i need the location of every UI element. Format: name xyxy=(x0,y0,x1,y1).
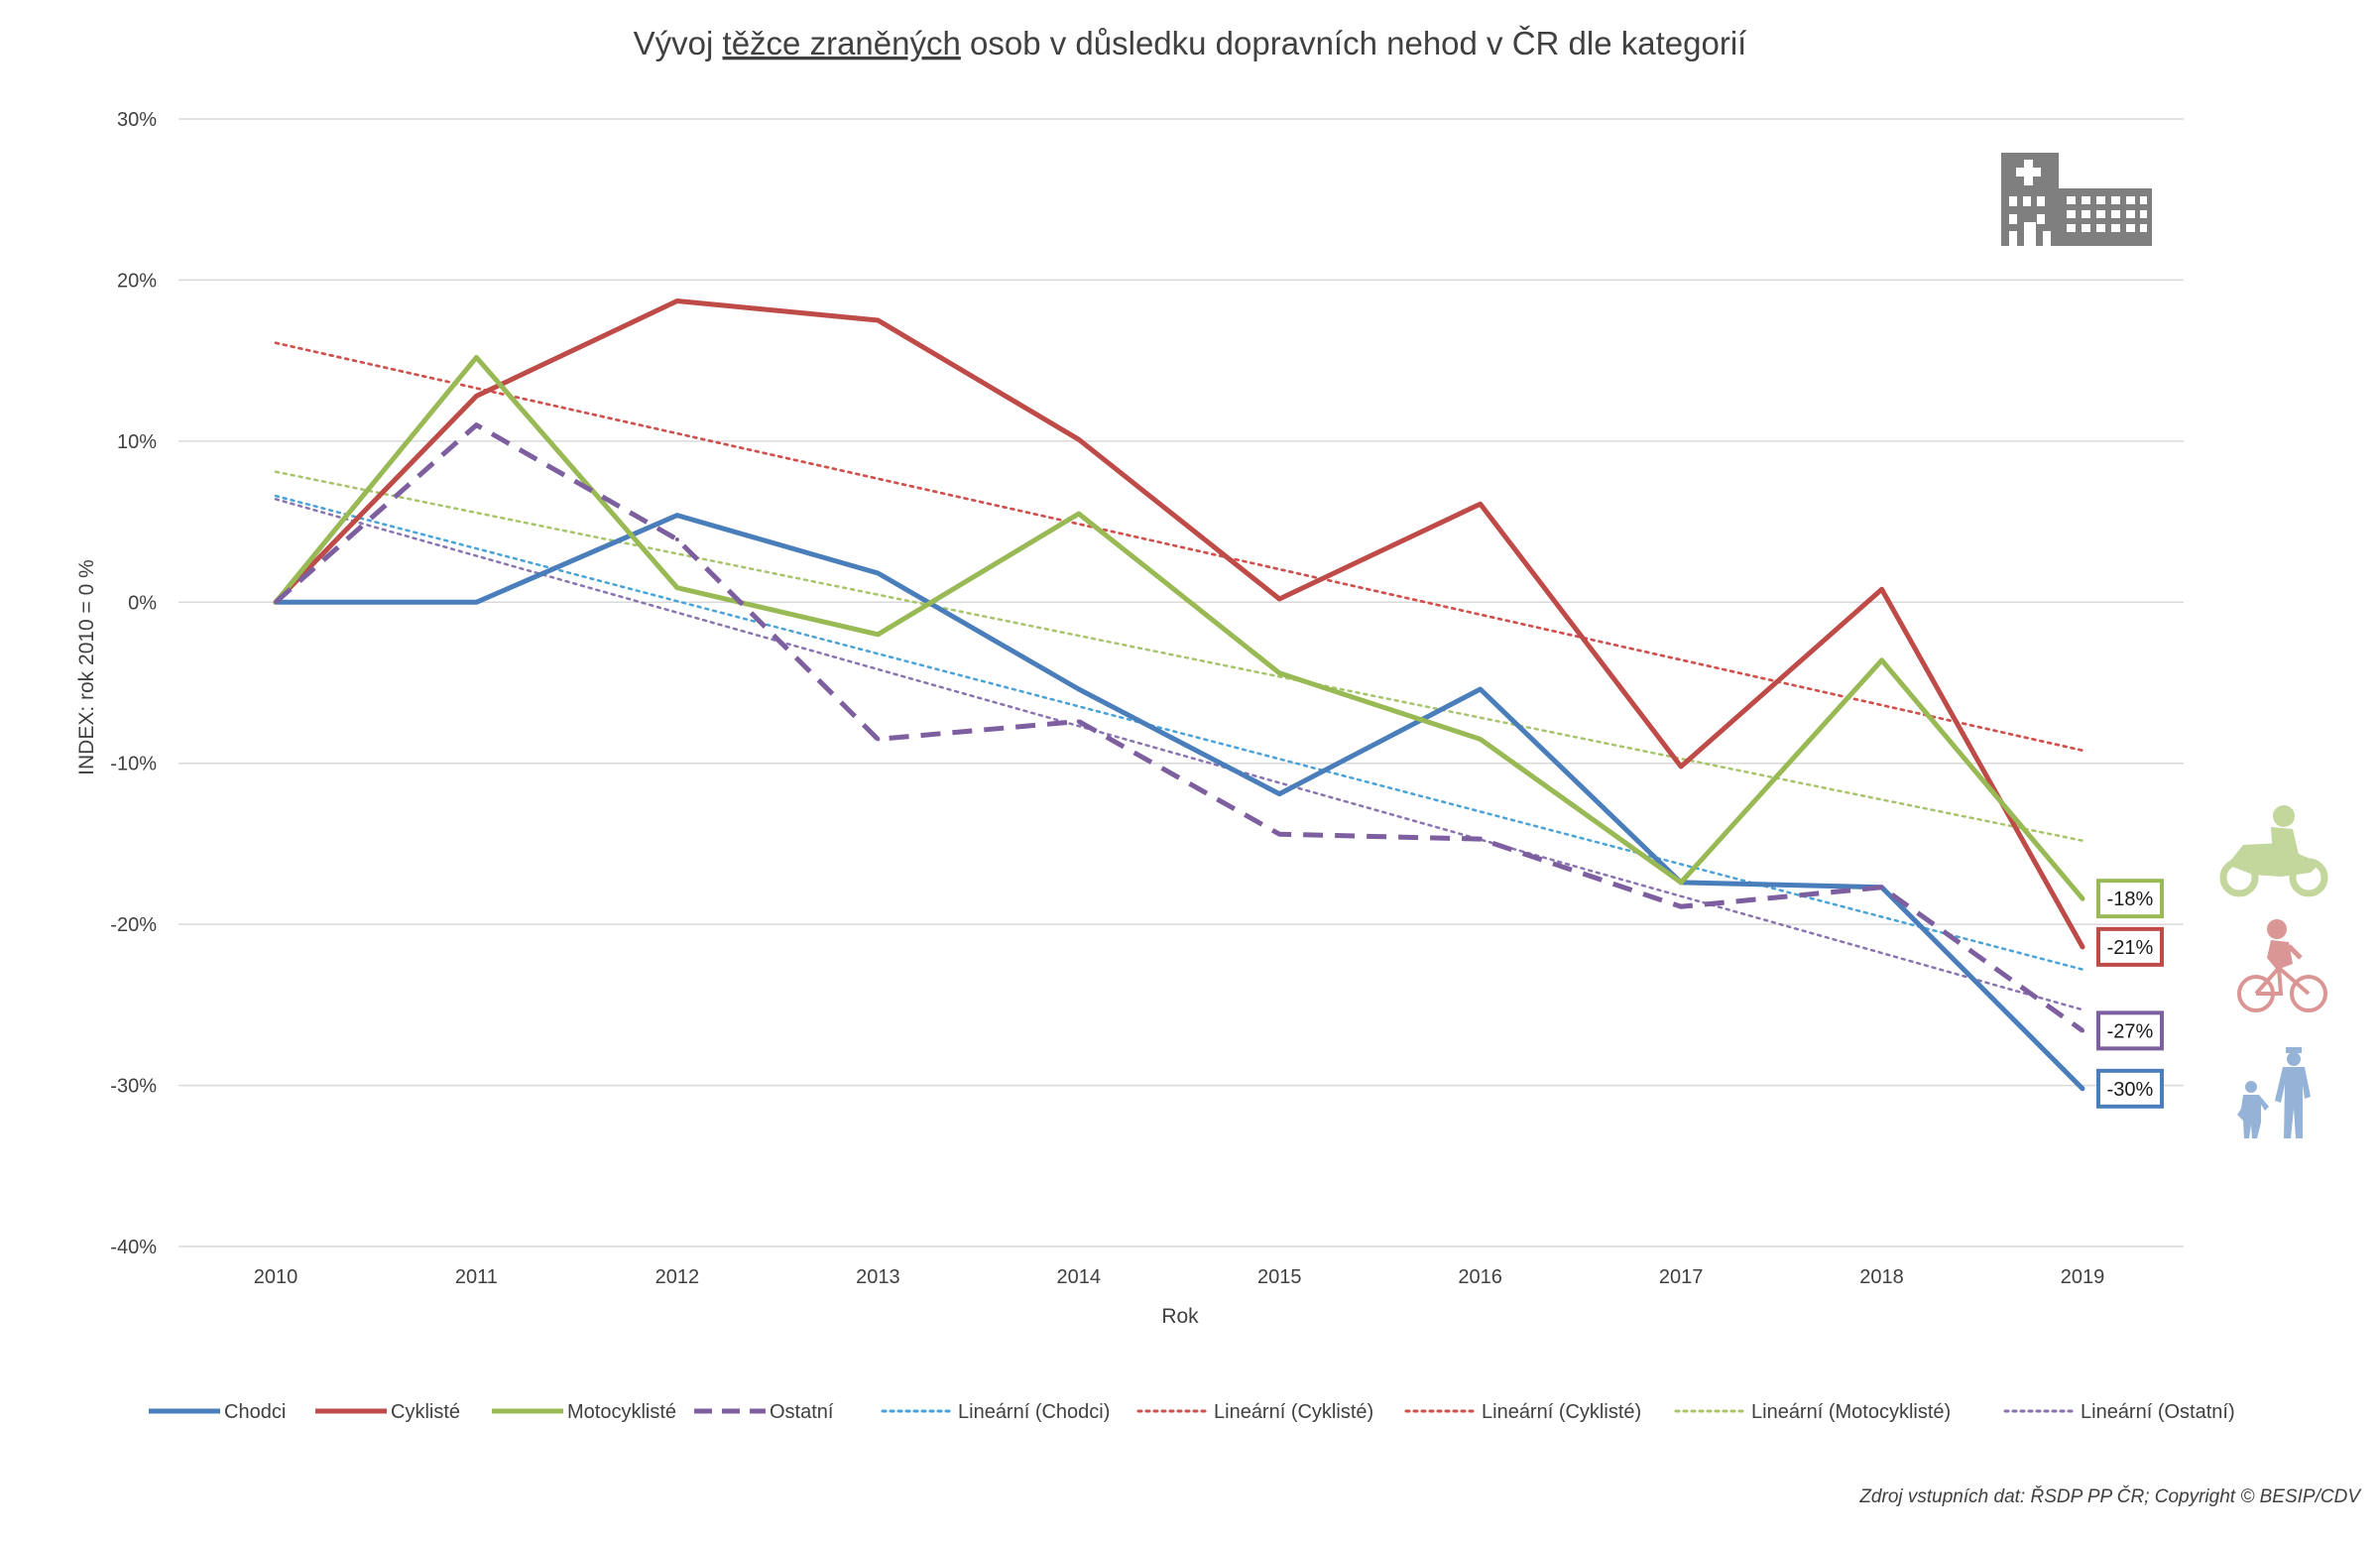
data-point-motocykliste xyxy=(474,355,479,360)
gridlines xyxy=(178,118,2184,1247)
x-tick-label: 2016 xyxy=(1458,1266,1502,1288)
data-point-cykliste xyxy=(1879,587,1884,592)
end-labels: -18% -21% -27% -30% xyxy=(2096,879,2164,1109)
data-point-motocykliste xyxy=(2081,896,2084,901)
data-point-ostatni xyxy=(474,422,479,427)
y-axis-title: INDEX: rok 2010 = 0 % xyxy=(75,559,98,775)
data-point-ostatni xyxy=(1478,837,1483,842)
data-point-chodci xyxy=(1478,686,1483,691)
x-axis: 2010 2011 2012 2013 2014 2015 2016 2017 2018 2019 xyxy=(254,1266,2105,1288)
y-axis: 30% 20% 10% 0% -10% -20% -30% -40% xyxy=(110,109,157,1258)
data-point-motocykliste xyxy=(1277,670,1282,675)
data-point-chodci xyxy=(876,571,881,576)
data-point-motocykliste xyxy=(1478,737,1483,742)
series-line-ostatni xyxy=(274,422,2084,1033)
data-point-cykliste xyxy=(1679,764,1684,769)
legend-label-trend-4: Lineární (Ostatní) xyxy=(2081,1401,2235,1423)
data-point-motocykliste xyxy=(876,632,881,637)
series-line-cykliste xyxy=(273,298,2085,950)
data-point-cykliste xyxy=(1277,597,1282,602)
hospital-building-icon xyxy=(2001,153,2152,246)
legend: Chodci Cyklisté Motocyklisté Ostatní Lineárn… xyxy=(149,1401,2235,1423)
data-point-cykliste xyxy=(876,318,881,323)
y-tick-label: -20% xyxy=(110,914,157,936)
data-point-ostatni xyxy=(1679,904,1684,909)
legend-label-chodci: Chodci xyxy=(224,1401,286,1423)
data-point-chodci xyxy=(2081,1086,2084,1091)
cyclist-icon xyxy=(2237,919,2327,1012)
data-point-ostatni xyxy=(1076,719,1081,724)
x-tick-label: 2019 xyxy=(2061,1266,2105,1288)
end-label-text: -18% xyxy=(2107,889,2154,910)
data-point-motocykliste xyxy=(1076,511,1081,516)
data-point-cykliste xyxy=(1076,437,1081,442)
x-tick-label: 2018 xyxy=(1859,1266,1904,1288)
data-point-chodci xyxy=(1277,791,1282,796)
end-label-text: -27% xyxy=(2107,1020,2154,1042)
trendline-2 xyxy=(274,341,2084,752)
trendline-3 xyxy=(274,470,2084,842)
data-point-motocykliste xyxy=(674,585,679,590)
end-label-text: -30% xyxy=(2107,1079,2154,1101)
data-point-chodci xyxy=(474,600,479,605)
x-axis-title: Rok xyxy=(1161,1305,1199,1328)
legend-label-trend-3: Lineární (Motocyklisté) xyxy=(1751,1401,1951,1423)
legend-label-motocykliste: Motocyklisté xyxy=(567,1401,676,1423)
end-label-box xyxy=(2096,926,2164,967)
data-point-cykliste xyxy=(674,298,679,303)
legend-label-trend-1: Lineární (Cyklisté) xyxy=(1214,1401,1373,1423)
data-point-cykliste xyxy=(1478,502,1483,507)
end-label-box xyxy=(2096,1068,2164,1109)
data-point-ostatni xyxy=(876,737,881,742)
data-series xyxy=(273,298,2085,1092)
series-line-motocykliste xyxy=(273,354,2085,901)
trendlines xyxy=(274,341,2084,1011)
legend-label-trend-2: Lineární (Cyklisté) xyxy=(1482,1401,1641,1423)
x-tick-label: 2017 xyxy=(1659,1266,1704,1288)
end-label-text: -21% xyxy=(2107,937,2154,959)
x-tick-label: 2015 xyxy=(1257,1266,1302,1288)
data-point-ostatni xyxy=(1879,885,1884,890)
trendline-0 xyxy=(274,494,2084,971)
x-tick-label: 2014 xyxy=(1057,1266,1102,1288)
y-tick-label: 20% xyxy=(117,270,157,292)
data-point-ostatni xyxy=(2081,1028,2084,1033)
data-point-ostatni xyxy=(1277,832,1282,837)
motorcyclist-icon xyxy=(2219,805,2328,897)
x-tick-label: 2012 xyxy=(655,1266,700,1288)
legend-label-trend-0: Lineární (Chodci) xyxy=(958,1401,1110,1423)
trendline-4 xyxy=(274,498,2084,1011)
y-tick-label: 30% xyxy=(117,109,157,131)
x-tick-label: 2010 xyxy=(254,1266,298,1288)
data-point-motocykliste xyxy=(1679,880,1684,885)
y-tick-label: 10% xyxy=(117,431,157,453)
chart-title: Vývoj těžce zraněných osob v důsledku do… xyxy=(634,25,1747,61)
data-point-ostatni xyxy=(274,600,278,605)
data-point-ostatni xyxy=(674,536,679,541)
series-line-chodci xyxy=(273,513,2085,1092)
end-label-box xyxy=(2096,1010,2164,1051)
x-tick-label: 2013 xyxy=(856,1266,900,1288)
y-tick-label: -40% xyxy=(110,1237,157,1258)
end-label-box xyxy=(2096,879,2164,919)
legend-label-cykliste: Cyklisté xyxy=(391,1401,460,1423)
y-tick-label: 0% xyxy=(128,592,157,614)
data-point-motocykliste xyxy=(1879,657,1884,662)
source-note: Zdroj vstupních dat: ŘSDP PP ČR; Copyrig… xyxy=(1858,1485,2362,1507)
y-tick-label: -30% xyxy=(110,1076,157,1098)
data-point-chodci xyxy=(674,513,679,518)
y-tick-label: -10% xyxy=(110,754,157,775)
data-point-cykliste xyxy=(474,394,479,399)
data-point-chodci xyxy=(1076,686,1081,691)
data-point-cykliste xyxy=(2081,944,2084,949)
x-tick-label: 2011 xyxy=(455,1266,498,1288)
pedestrians-icon xyxy=(2237,1047,2311,1138)
legend-label-ostatni: Ostatní xyxy=(770,1401,834,1423)
